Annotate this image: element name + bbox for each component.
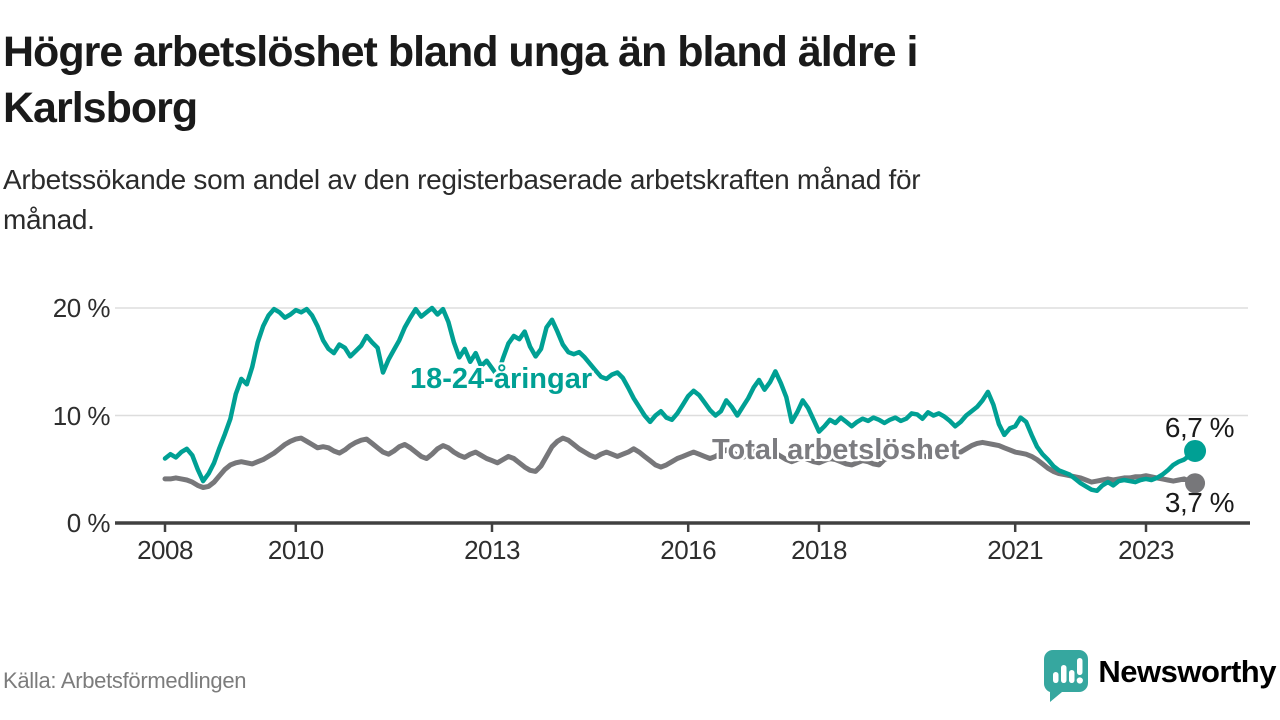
x-tick-label: 2013 — [464, 535, 520, 565]
y-tick-label: 10 % — [52, 400, 111, 431]
end-dot-young — [1184, 439, 1207, 462]
page-title-line2: Karlsborg — [3, 84, 198, 132]
series-label-young: 18-24-åringar — [410, 363, 593, 395]
x-tick-label: 2021 — [987, 535, 1044, 565]
end-value-label-young: 6,7 % — [1164, 412, 1235, 443]
series-line-total — [162, 435, 1198, 490]
newsworthy-bubble-chart-icon — [1044, 649, 1089, 702]
x-tick-label: 2016 — [660, 535, 717, 565]
x-tick-label: 2018 — [791, 535, 847, 565]
chart-subtitle-line2: månad. — [3, 204, 95, 235]
end-value-label-total: 3,7 % — [1164, 487, 1235, 518]
chart-subtitle-line1: Arbetssökande som andel av den registerb… — [3, 164, 921, 195]
y-tick-label: 20 % — [52, 293, 111, 323]
series-label-total: Total arbetslöshet — [712, 434, 960, 466]
page-title-line1: Högre arbetslöshet bland unga än bland ä… — [3, 28, 918, 76]
y-tick-label: 0 % — [66, 508, 111, 538]
x-tick-label: 2008 — [137, 535, 193, 565]
x-tick-label: 2010 — [267, 535, 324, 565]
source-note: Källa: Arbetsförmedlingen — [3, 668, 247, 693]
newsworthy-wordmark: Newsworthy — [1098, 654, 1276, 689]
newsworthy-logo: Newsworthy — [1043, 647, 1276, 703]
x-tick-label: 2023 — [1118, 535, 1174, 565]
end-dot-total — [1185, 473, 1206, 494]
series-line-young — [162, 305, 1198, 494]
page-title: Högre arbetslöshet bland unga än bland ä… — [3, 24, 1273, 136]
chart-subtitle: Arbetssökande som andel av den registerb… — [3, 160, 1273, 240]
